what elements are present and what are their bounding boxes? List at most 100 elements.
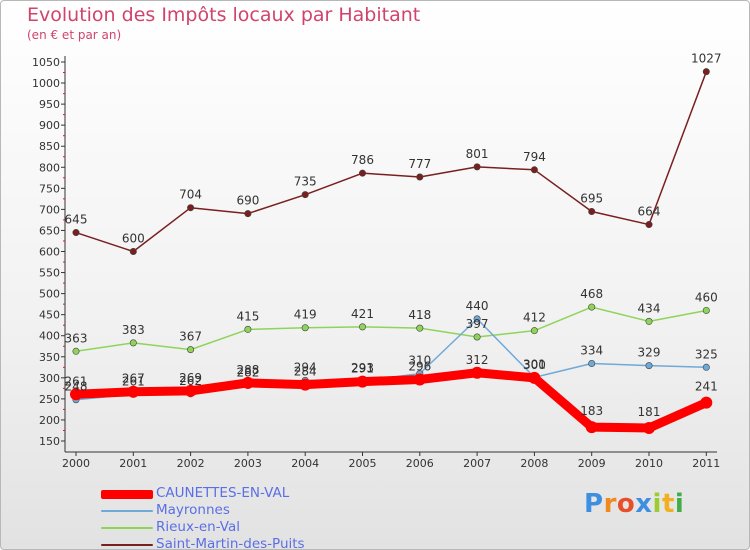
data-point <box>643 421 655 434</box>
y-tick-label: 300 <box>39 372 60 385</box>
y-tick-label: 150 <box>39 435 60 448</box>
logo-letter: x <box>635 489 653 519</box>
y-tick-label: 500 <box>39 288 60 301</box>
data-label: 310 <box>408 354 431 368</box>
legend-swatch <box>101 489 153 499</box>
data-label: 267 <box>122 372 145 386</box>
x-tick-label: 2007 <box>463 457 491 470</box>
y-tick-label: 950 <box>39 98 60 111</box>
data-point <box>473 333 481 341</box>
y-tick-label: 250 <box>39 393 60 406</box>
data-label: 291 <box>351 362 374 376</box>
data-label: 294 <box>294 360 317 374</box>
data-label: 421 <box>351 307 374 321</box>
data-label: 1027 <box>691 52 722 66</box>
legend-swatch <box>101 527 153 529</box>
data-point <box>645 362 653 370</box>
data-label: 794 <box>523 150 546 164</box>
data-point <box>72 347 80 355</box>
data-point <box>129 339 137 347</box>
data-label: 248 <box>65 380 88 394</box>
data-label: 460 <box>695 290 718 304</box>
data-point <box>702 363 710 371</box>
data-point <box>530 166 538 174</box>
y-tick-label: 1000 <box>32 77 60 90</box>
data-point <box>413 373 426 386</box>
data-label: 301 <box>523 357 546 371</box>
y-tick-label: 800 <box>39 161 60 174</box>
y-tick-label: 200 <box>39 414 60 427</box>
data-label: 786 <box>351 153 374 167</box>
data-label: 241 <box>695 380 718 394</box>
y-tick-label: 350 <box>39 351 60 364</box>
data-point <box>588 360 596 368</box>
data-label: 645 <box>65 213 88 227</box>
data-point <box>473 163 481 171</box>
y-tick-label: 700 <box>39 203 60 216</box>
data-label: 293 <box>351 361 374 375</box>
data-label: 183 <box>580 404 603 418</box>
data-label: 329 <box>638 346 661 360</box>
y-tick-label: 600 <box>39 246 60 259</box>
logo-letter: P <box>584 489 604 519</box>
data-point <box>241 376 254 389</box>
y-tick-label: 900 <box>39 119 60 132</box>
data-label: 312 <box>466 353 489 367</box>
data-point <box>588 207 596 215</box>
data-label: 419 <box>294 308 317 322</box>
legend-swatch <box>101 510 153 512</box>
data-point <box>70 388 82 401</box>
logo-letter: i <box>652 489 662 519</box>
data-label: 777 <box>408 157 431 171</box>
data-point <box>244 325 252 333</box>
data-point <box>356 375 369 388</box>
data-point <box>301 324 309 332</box>
data-label: 440 <box>466 299 489 313</box>
logo-letter: o <box>616 489 636 519</box>
data-point <box>471 366 484 379</box>
data-point <box>700 396 713 409</box>
data-label: 181 <box>638 405 661 419</box>
chart-title: Evolution des Impôts locaux par Habitant <box>27 4 421 26</box>
x-tick-label: 2002 <box>177 457 205 470</box>
data-point <box>299 378 312 391</box>
data-label: 325 <box>695 347 718 361</box>
data-label: 468 <box>580 287 603 301</box>
y-tick-label: 550 <box>39 267 60 280</box>
x-tick-label: 2004 <box>291 457 319 470</box>
proxiti-logo: Proxiti <box>584 489 684 519</box>
logo-letter: t <box>661 489 675 519</box>
data-label: 664 <box>638 205 661 219</box>
x-tick-label: 2000 <box>62 457 90 470</box>
data-label: 397 <box>466 317 489 331</box>
data-point <box>588 303 596 311</box>
x-tick-label: 2008 <box>520 457 548 470</box>
x-tick-label: 2010 <box>635 457 663 470</box>
data-label: 296 <box>408 360 431 374</box>
data-point <box>129 248 137 256</box>
data-point <box>187 346 195 354</box>
legend-label: Saint-Martin-des-Puits <box>156 536 305 550</box>
data-label: 695 <box>580 191 603 205</box>
data-point <box>528 371 541 384</box>
data-point <box>416 173 424 181</box>
y-tick-label: 450 <box>39 309 60 322</box>
data-point <box>702 306 710 314</box>
x-tick-label: 2009 <box>578 457 606 470</box>
data-point <box>416 324 424 332</box>
x-tick-label: 2001 <box>119 457 147 470</box>
y-tick-label: 750 <box>39 182 60 195</box>
x-tick-label: 2006 <box>406 457 434 470</box>
y-tick-label: 1050 <box>32 56 60 69</box>
data-label: 288 <box>236 363 259 377</box>
data-label: 269 <box>179 371 202 385</box>
chart-subtitle: (en € et par an) <box>27 28 122 42</box>
y-tick-label: 400 <box>39 330 60 343</box>
logo-letter: r <box>603 489 617 519</box>
series-line-rieux-en-val <box>75 306 708 353</box>
data-label: 415 <box>236 309 259 323</box>
data-point <box>530 327 538 335</box>
x-tick-label: 2005 <box>349 457 377 470</box>
data-point <box>184 384 197 397</box>
